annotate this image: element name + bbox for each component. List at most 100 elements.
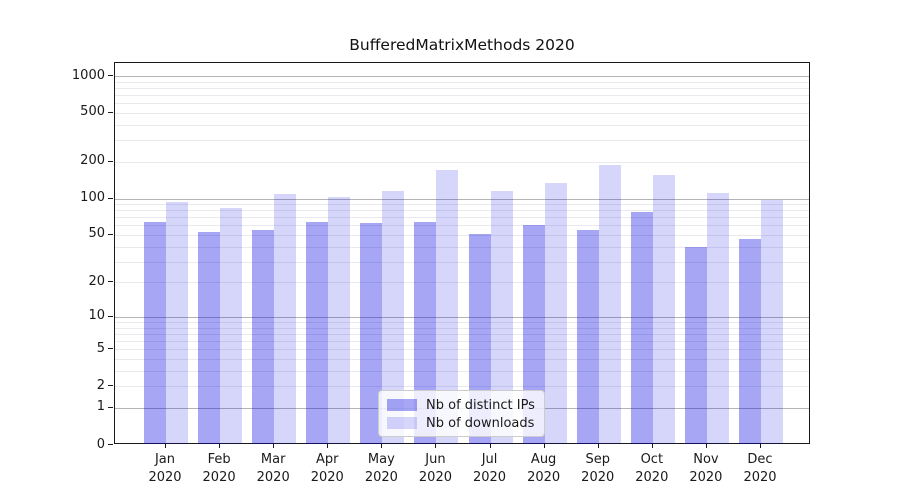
- x-axis-tick: [219, 444, 221, 448]
- x-axis-tick: [760, 444, 761, 448]
- x-tick-label-month: Jun: [425, 452, 446, 467]
- x-tick-label-month: Jul: [481, 452, 498, 467]
- x-tick-label-month: Jan: [154, 452, 176, 467]
- legend: Nb of distinct IPs Nb of downloads: [378, 390, 545, 437]
- bar-distinct-ips-jun: [414, 222, 437, 444]
- y-gridline-minor: [115, 246, 809, 248]
- legend-label: Nb of distinct IPs: [426, 397, 535, 413]
- x-tick-label: Mar 2020: [238, 451, 308, 486]
- x-tick-label-year: 2020: [310, 469, 344, 485]
- x-tick-label-year: 2020: [635, 469, 669, 485]
- y-gridline-minor: [115, 103, 809, 105]
- x-axis-tick: [489, 444, 491, 448]
- bar-downloads-dec: [761, 199, 783, 444]
- x-tick-label-year: 2020: [581, 469, 615, 485]
- bar-distinct-ips-jan: [144, 222, 166, 444]
- x-tick-label-month: Aug: [530, 452, 557, 467]
- x-axis-tick: [597, 444, 599, 448]
- y-axis-tick: [108, 315, 113, 317]
- bar-distinct-ips-sep: [576, 230, 599, 444]
- bar-distinct-ips-mar: [252, 230, 275, 444]
- bar-downloads-jun: [436, 170, 459, 444]
- y-gridline-minor: [115, 112, 809, 114]
- x-tick-label: May 2020: [346, 451, 416, 486]
- y-gridline-minor: [115, 95, 809, 97]
- bar-downloads-oct: [652, 175, 675, 444]
- y-gridline-minor: [115, 204, 809, 206]
- x-tick-label: Feb 2020: [184, 451, 254, 486]
- y-gridline-major: [115, 316, 809, 318]
- x-tick-label: Apr 2020: [292, 451, 362, 486]
- x-axis-tick: [165, 444, 166, 448]
- x-tick-label: Oct 2020: [617, 451, 687, 486]
- x-tick-label: Dec 2020: [725, 451, 795, 486]
- y-axis-tick: [108, 75, 113, 76]
- y-gridline-major: [115, 76, 809, 77]
- bar-downloads-nov: [706, 193, 729, 444]
- y-axis-tick: [108, 385, 113, 387]
- bar-distinct-ips-oct: [630, 212, 653, 444]
- x-tick-label-month: Feb: [207, 452, 231, 467]
- bar-downloads-jul: [490, 191, 513, 444]
- x-tick-label-year: 2020: [689, 469, 723, 485]
- x-tick-label-year: 2020: [743, 469, 777, 485]
- bar-distinct-ips-aug: [522, 225, 545, 444]
- x-tick-label-month: Oct: [640, 452, 664, 467]
- x-axis-tick: [273, 444, 275, 448]
- plot-area: [114, 62, 810, 444]
- chart-title: BufferedMatrixMethods 2020: [349, 36, 575, 54]
- x-tick-label: Sep 2020: [563, 451, 633, 486]
- x-tick-label: Jul 2020: [455, 451, 525, 486]
- y-axis-tick: [108, 160, 113, 162]
- y-tick-label: 0: [96, 436, 105, 452]
- bar-downloads-aug: [544, 182, 567, 444]
- bar-downloads-apr: [328, 196, 351, 444]
- y-axis-tick: [108, 197, 113, 199]
- y-tick-label: 1000: [71, 67, 105, 83]
- bar-distinct-ips-dec: [739, 239, 761, 444]
- bar-downloads-sep: [598, 165, 621, 444]
- legend-entry: Nb of downloads: [387, 414, 536, 432]
- y-gridline-minor: [115, 327, 809, 329]
- x-tick-label-year: 2020: [364, 469, 398, 485]
- y-gridline-minor: [115, 282, 809, 284]
- y-gridline-major: [115, 198, 809, 200]
- y-tick-label: 500: [80, 104, 105, 120]
- bar-distinct-ips-feb: [198, 231, 221, 444]
- y-gridline-minor: [115, 234, 809, 236]
- x-tick-label: Aug 2020: [509, 451, 579, 486]
- x-axis-tick: [543, 444, 545, 448]
- y-gridline-minor: [115, 261, 809, 263]
- y-tick-label: 200: [80, 153, 105, 169]
- x-axis-tick: [435, 444, 437, 448]
- y-gridline-minor: [115, 140, 809, 142]
- x-tick-label-year: 2020: [418, 469, 452, 485]
- x-tick-label-month: May: [367, 452, 395, 467]
- y-gridline-minor: [115, 81, 809, 83]
- x-tick-label-month: Mar: [260, 452, 286, 467]
- y-gridline-minor: [115, 322, 809, 324]
- y-axis-tick: [108, 406, 113, 408]
- y-gridline-minor: [115, 210, 809, 212]
- bar-downloads-mar: [274, 193, 297, 444]
- x-axis-tick: [705, 444, 707, 448]
- y-gridline-minor: [115, 124, 809, 126]
- x-tick-label-month: Nov: [693, 452, 719, 467]
- y-axis-tick: [108, 348, 113, 350]
- x-tick-label-year: 2020: [527, 469, 561, 485]
- y-gridline-minor: [115, 359, 809, 361]
- bar-distinct-ips-apr: [306, 222, 329, 444]
- x-tick-label-year: 2020: [256, 469, 290, 485]
- bar-distinct-ips-may: [360, 222, 383, 444]
- legend-label: Nb of downloads: [426, 415, 535, 431]
- y-gridline-minor: [115, 217, 809, 219]
- bar-distinct-ips-nov: [684, 246, 707, 444]
- y-gridline-minor: [115, 225, 809, 227]
- bar-downloads-jan: [166, 202, 188, 444]
- x-axis-tick: [327, 444, 329, 448]
- y-gridline-minor: [115, 386, 809, 388]
- y-tick-label: 5: [96, 340, 105, 356]
- y-gridline-minor: [115, 87, 809, 89]
- y-gridline-minor: [115, 349, 809, 351]
- x-tick-label-month: Apr: [316, 452, 339, 467]
